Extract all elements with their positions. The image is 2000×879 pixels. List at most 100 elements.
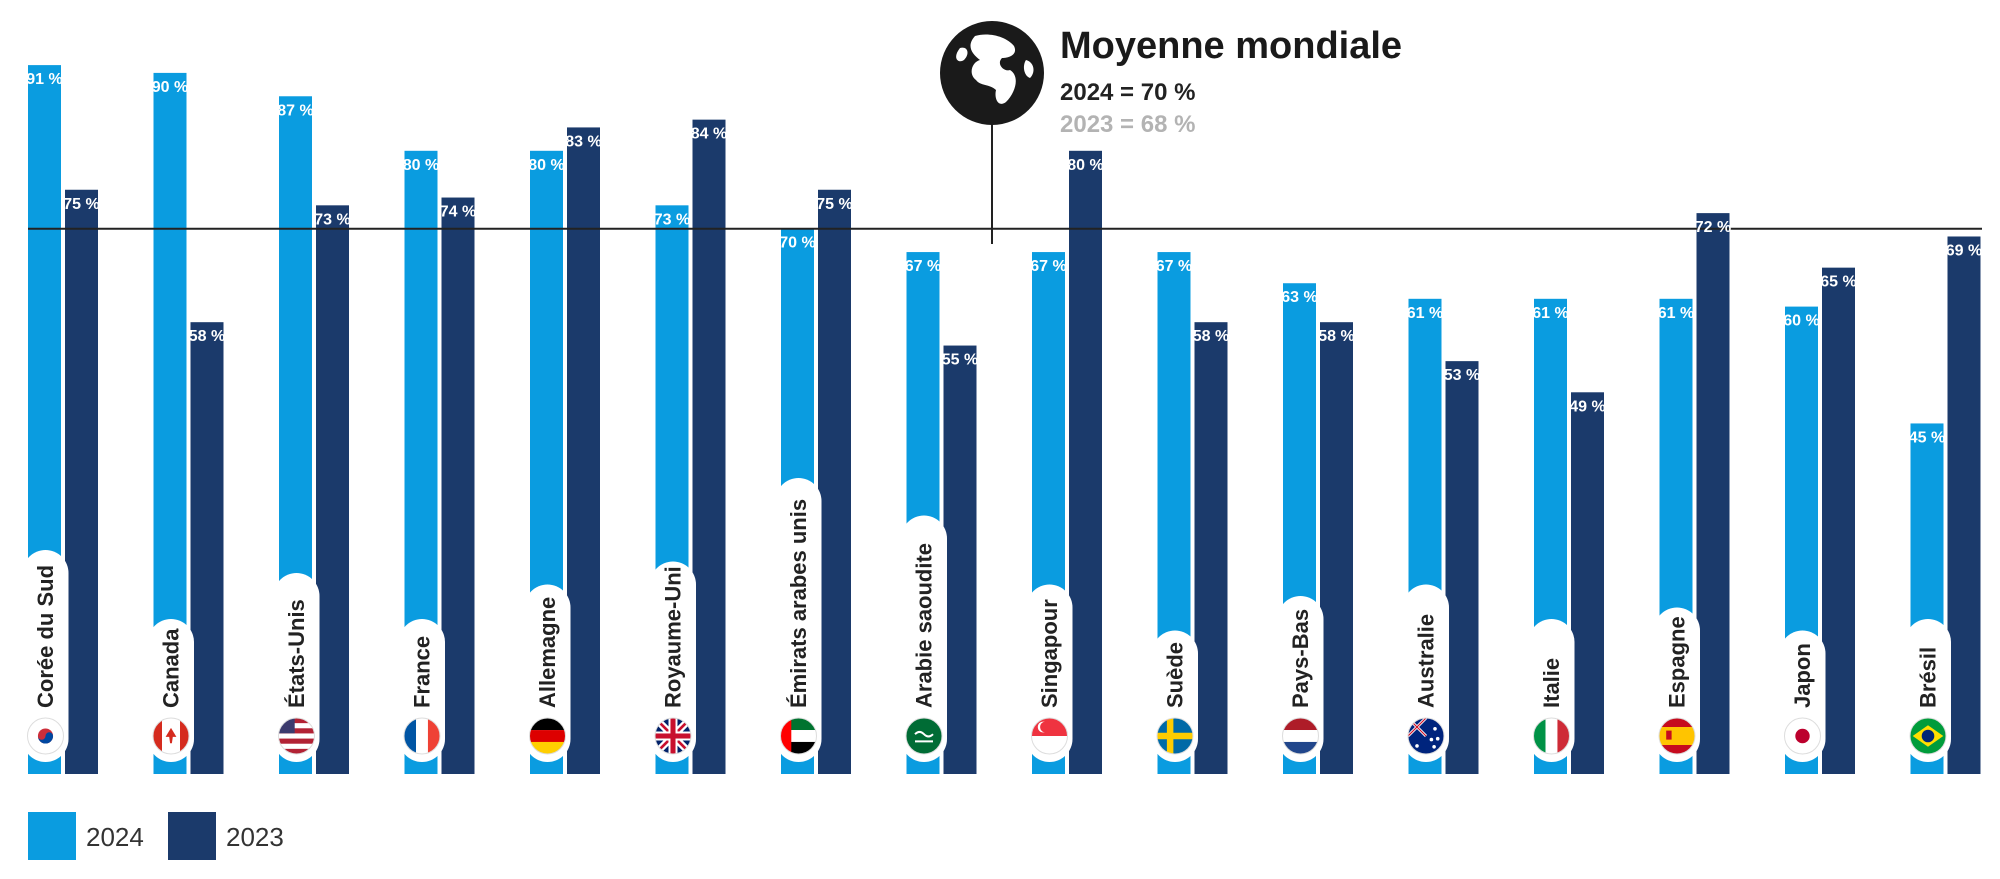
country-label: France: [399, 619, 445, 762]
bar-2023: [1947, 236, 1981, 775]
value-label-2024: 87 %: [277, 102, 313, 119]
value-label-2023: 84 %: [691, 126, 727, 143]
country-label: Australie: [1403, 584, 1449, 762]
value-label-2024: 73 %: [654, 211, 690, 228]
value-label-2023: 73 %: [314, 211, 350, 228]
category-label: Brésil: [1916, 647, 1941, 708]
value-label-2023: 55 %: [942, 352, 978, 369]
value-label-2023: 58 %: [189, 328, 225, 345]
bar-2023: [1445, 361, 1479, 774]
value-label-2024: 67 %: [1156, 258, 1192, 275]
category-label: Pays-Bas: [1288, 609, 1313, 708]
legend-label-2023: 2023: [226, 822, 284, 852]
value-label-2024: 61 %: [1532, 305, 1568, 322]
country-label: Singapour: [1026, 584, 1073, 762]
value-labels-layer: 91 %75 %90 %58 %87 %73 %80 %74 %80 %83 %…: [26, 71, 1982, 446]
country-pill: [1026, 584, 1073, 762]
bar-2023: [1696, 213, 1730, 774]
annotation-2024-value: 2024 = 70 %: [1060, 79, 1195, 106]
country-label: Suède: [1152, 630, 1198, 762]
value-label-2023: 53 %: [1444, 367, 1480, 384]
category-label: Canada: [159, 628, 184, 708]
usa-flag-icon: [278, 717, 315, 755]
value-label-2023: 65 %: [1820, 274, 1856, 291]
bar-2023: [1194, 322, 1228, 774]
value-label-2024: 60 %: [1783, 313, 1819, 330]
category-label: Arabie saoudite: [912, 543, 937, 708]
bar-2023: [1069, 150, 1102, 775]
value-label-2024: 45 %: [1909, 429, 1945, 446]
country-label: Pays-Bas: [1277, 596, 1324, 762]
annotation-2023-value: 2023 = 68 %: [1060, 111, 1195, 138]
value-label-2023: 69 %: [1946, 242, 1982, 259]
category-label: Émirats arabes unis: [786, 499, 811, 708]
value-label-2024: 67 %: [1030, 258, 1066, 275]
bar-2023: [692, 119, 726, 774]
category-label: Japon: [1790, 643, 1815, 708]
bar-2023: [1571, 392, 1604, 774]
bar-2023: [65, 189, 98, 774]
japan-flag-icon: [1784, 717, 1821, 755]
spain-flag-icon: [1658, 717, 1696, 755]
category-label: Allemagne: [535, 597, 560, 708]
legend-label-2024: 2024: [86, 822, 144, 852]
category-label: Espagne: [1665, 616, 1690, 708]
value-label-2023: 75 %: [63, 196, 99, 213]
category-label: Italie: [1539, 658, 1564, 708]
value-label-2024: 90 %: [152, 79, 188, 96]
country-pill: [273, 573, 320, 762]
bar-2023: [1822, 267, 1855, 774]
value-label-2024: 91 %: [26, 71, 62, 88]
australia-flag-icon: [1407, 717, 1445, 755]
value-label-2024: 67 %: [905, 258, 941, 275]
value-label-2024: 61 %: [1658, 305, 1694, 322]
country-pill: [901, 515, 947, 762]
brazil-flag-icon: [1909, 717, 1947, 755]
country-label: Allemagne: [524, 584, 571, 762]
germany-flag-icon: [529, 717, 566, 755]
bar-2023: [1320, 322, 1353, 774]
bar-2023: [943, 345, 977, 774]
category-label: Corée du Sud: [33, 565, 58, 708]
value-label-2024: 63 %: [1281, 289, 1317, 306]
uae-flag-icon: [780, 717, 817, 755]
country-label: Italie: [1528, 619, 1575, 762]
country-label: Japon: [1779, 630, 1826, 762]
italy-flag-icon: [1533, 717, 1570, 755]
value-label-2023: 72 %: [1695, 219, 1731, 236]
bar-2023: [441, 197, 475, 775]
value-label-2023: 83 %: [565, 133, 601, 150]
value-label-2024: 80 %: [403, 157, 439, 174]
country-pill: [775, 478, 822, 762]
value-label-2024: 70 %: [779, 235, 815, 252]
country-pill: [1403, 584, 1449, 762]
south-korea-flag-icon: [27, 717, 64, 755]
bar-2023: [316, 205, 349, 774]
category-label: Suède: [1163, 642, 1188, 708]
category-label: Royaume-Uni: [661, 566, 686, 708]
country-pill: [524, 584, 571, 762]
legend: 2024 2023: [28, 812, 284, 860]
category-label: France: [410, 636, 435, 708]
value-label-2024: 80 %: [528, 157, 564, 174]
country-labels-layer: Corée du Sud Canada États-Unis France Allema…: [22, 478, 1951, 762]
country-pill: [22, 550, 69, 762]
canada-flag-icon: [152, 717, 190, 755]
country-label: États-Unis: [273, 573, 320, 762]
france-flag-icon: [403, 717, 441, 755]
world-average-annotation: Moyenne mondiale 2024 = 70 % 2023 = 68 %: [940, 21, 1402, 244]
country-label: Émirats arabes unis: [775, 478, 822, 762]
sweden-flag-icon: [1156, 717, 1194, 755]
country-label: Espagne: [1654, 607, 1700, 762]
bar-2023: [818, 189, 851, 774]
value-label-2023: 75 %: [816, 196, 852, 213]
legend-swatch-2023: [168, 812, 216, 860]
legend-swatch-2024: [28, 812, 76, 860]
category-label: Singapour: [1037, 599, 1062, 708]
country-label: Royaume-Uni: [650, 561, 696, 762]
value-label-2024: 61 %: [1407, 305, 1443, 322]
value-label-2023: 49 %: [1569, 398, 1605, 415]
value-label-2023: 58 %: [1193, 328, 1229, 345]
value-label-2023: 58 %: [1318, 328, 1354, 345]
